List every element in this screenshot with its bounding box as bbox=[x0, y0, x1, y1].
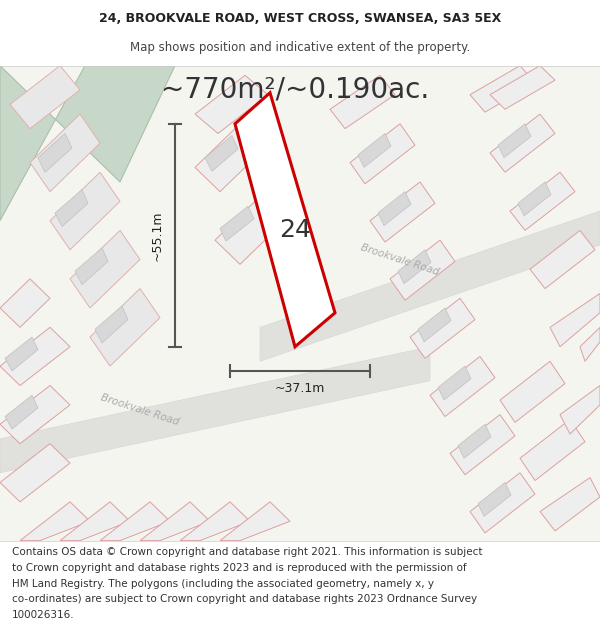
Text: 24: 24 bbox=[279, 218, 311, 242]
Polygon shape bbox=[0, 279, 50, 328]
Polygon shape bbox=[55, 190, 88, 226]
Text: ~37.1m: ~37.1m bbox=[275, 382, 325, 395]
Polygon shape bbox=[0, 386, 70, 444]
Polygon shape bbox=[140, 502, 210, 541]
Polygon shape bbox=[478, 482, 511, 516]
Polygon shape bbox=[358, 134, 391, 168]
Polygon shape bbox=[50, 173, 120, 250]
Text: to Crown copyright and database rights 2023 and is reproduced with the permissio: to Crown copyright and database rights 2… bbox=[12, 563, 467, 573]
Polygon shape bbox=[75, 248, 108, 285]
Polygon shape bbox=[60, 502, 130, 541]
Polygon shape bbox=[0, 328, 70, 386]
Polygon shape bbox=[30, 114, 100, 192]
Polygon shape bbox=[530, 231, 595, 289]
Polygon shape bbox=[490, 114, 555, 172]
Polygon shape bbox=[490, 66, 555, 109]
Polygon shape bbox=[498, 124, 531, 158]
Polygon shape bbox=[580, 328, 600, 361]
Text: ~55.1m: ~55.1m bbox=[151, 210, 163, 261]
Polygon shape bbox=[470, 472, 535, 533]
Polygon shape bbox=[5, 337, 38, 371]
Polygon shape bbox=[510, 173, 575, 231]
Polygon shape bbox=[410, 298, 475, 358]
Text: ~770m²/~0.190ac.: ~770m²/~0.190ac. bbox=[161, 76, 429, 104]
Polygon shape bbox=[10, 66, 80, 129]
Polygon shape bbox=[470, 66, 535, 112]
Text: Contains OS data © Crown copyright and database right 2021. This information is : Contains OS data © Crown copyright and d… bbox=[12, 548, 482, 558]
Polygon shape bbox=[220, 502, 290, 541]
Polygon shape bbox=[70, 231, 140, 308]
Text: co-ordinates) are subject to Crown copyright and database rights 2023 Ordnance S: co-ordinates) are subject to Crown copyr… bbox=[12, 594, 477, 604]
Text: HM Land Registry. The polygons (including the associated geometry, namely x, y: HM Land Registry. The polygons (includin… bbox=[12, 579, 434, 589]
Polygon shape bbox=[540, 478, 600, 531]
Polygon shape bbox=[205, 136, 238, 171]
Text: 100026316.: 100026316. bbox=[12, 610, 74, 620]
Polygon shape bbox=[518, 182, 551, 216]
Text: Map shows position and indicative extent of the property.: Map shows position and indicative extent… bbox=[130, 41, 470, 54]
Polygon shape bbox=[560, 386, 600, 434]
Polygon shape bbox=[330, 76, 395, 129]
Polygon shape bbox=[0, 444, 70, 502]
Polygon shape bbox=[450, 414, 515, 475]
Polygon shape bbox=[195, 124, 265, 192]
Polygon shape bbox=[220, 206, 254, 241]
Polygon shape bbox=[100, 502, 170, 541]
Polygon shape bbox=[500, 361, 565, 423]
Polygon shape bbox=[215, 196, 285, 264]
Polygon shape bbox=[520, 419, 585, 481]
Polygon shape bbox=[418, 308, 451, 342]
Polygon shape bbox=[458, 424, 491, 458]
Polygon shape bbox=[235, 92, 335, 347]
Polygon shape bbox=[350, 124, 415, 184]
Polygon shape bbox=[390, 240, 455, 300]
Polygon shape bbox=[20, 502, 90, 541]
Text: Brookvale Road: Brookvale Road bbox=[100, 392, 181, 427]
Polygon shape bbox=[38, 134, 72, 172]
Polygon shape bbox=[180, 502, 250, 541]
Polygon shape bbox=[95, 306, 128, 343]
Polygon shape bbox=[550, 293, 600, 347]
Polygon shape bbox=[260, 211, 600, 361]
Text: 24, BROOKVALE ROAD, WEST CROSS, SWANSEA, SA3 5EX: 24, BROOKVALE ROAD, WEST CROSS, SWANSEA,… bbox=[99, 12, 501, 25]
Polygon shape bbox=[378, 192, 411, 226]
Text: Brookvale Road: Brookvale Road bbox=[359, 242, 440, 277]
Polygon shape bbox=[0, 66, 175, 221]
Polygon shape bbox=[438, 366, 471, 400]
Polygon shape bbox=[398, 250, 431, 284]
Polygon shape bbox=[0, 347, 430, 472]
Polygon shape bbox=[5, 395, 38, 429]
Polygon shape bbox=[370, 182, 435, 242]
Polygon shape bbox=[430, 356, 495, 416]
Polygon shape bbox=[195, 76, 268, 134]
Polygon shape bbox=[90, 289, 160, 366]
